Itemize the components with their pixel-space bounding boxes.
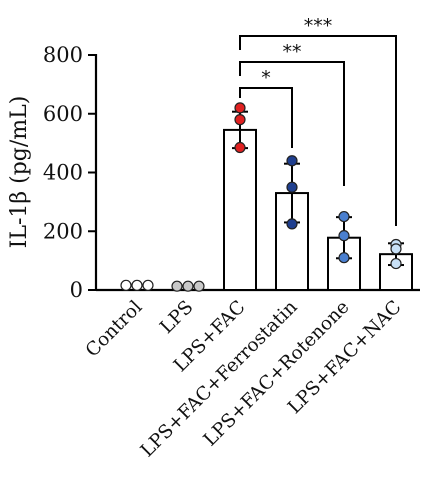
data-point bbox=[142, 279, 154, 291]
x-tick-label: Control bbox=[82, 297, 147, 362]
significance-bracket bbox=[239, 87, 293, 148]
data-point bbox=[338, 252, 350, 264]
data-point bbox=[286, 181, 298, 193]
significance-label: * bbox=[261, 67, 271, 89]
y-tick-label: 0 bbox=[70, 278, 83, 302]
data-point bbox=[234, 102, 246, 114]
significance-label: ** bbox=[283, 41, 302, 63]
data-point bbox=[390, 243, 402, 255]
significance-bracket bbox=[239, 61, 345, 186]
data-point bbox=[338, 210, 350, 223]
data-point bbox=[286, 218, 298, 230]
bar bbox=[379, 253, 413, 292]
bar bbox=[223, 128, 257, 291]
data-point bbox=[171, 280, 183, 292]
data-point bbox=[286, 155, 298, 167]
y-tick-label: 200 bbox=[43, 219, 83, 243]
x-tick-label: LPS bbox=[156, 297, 197, 338]
y-tick-label: 800 bbox=[43, 43, 83, 67]
data-point bbox=[338, 230, 350, 242]
data-point bbox=[234, 141, 246, 154]
data-point bbox=[193, 280, 205, 292]
data-point bbox=[390, 257, 402, 270]
y-tick-label: 400 bbox=[43, 161, 83, 185]
data-point bbox=[131, 279, 143, 291]
significance-label: *** bbox=[304, 15, 333, 37]
data-point bbox=[120, 279, 132, 291]
y-tick-label: 600 bbox=[43, 102, 83, 126]
significance-bracket bbox=[239, 35, 397, 226]
data-point bbox=[182, 280, 194, 292]
y-axis-label: IL-1β (pg/mL) bbox=[7, 96, 32, 249]
data-point bbox=[234, 114, 246, 126]
